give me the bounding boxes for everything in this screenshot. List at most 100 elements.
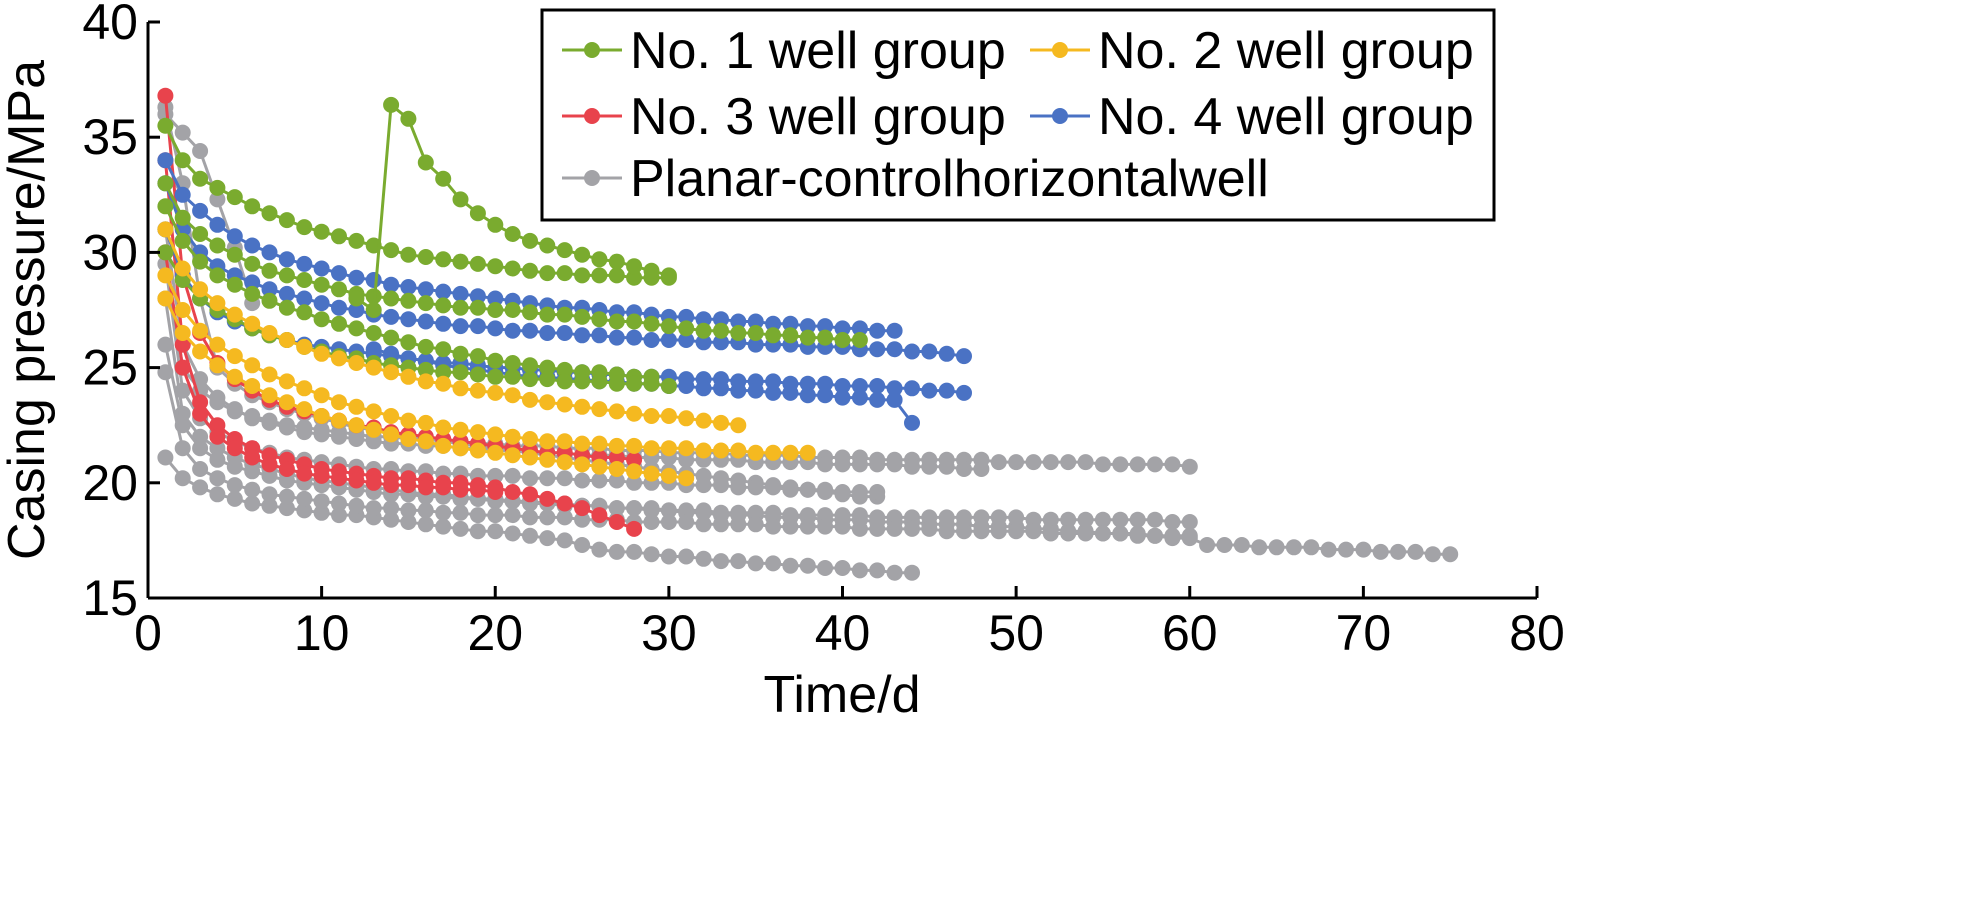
data-point	[383, 477, 400, 494]
data-point	[886, 509, 903, 526]
data-point	[226, 458, 243, 475]
data-point	[313, 408, 330, 424]
data-point	[452, 285, 469, 302]
data-point	[226, 189, 243, 206]
data-point	[938, 523, 955, 540]
data-point	[383, 329, 400, 346]
data-point	[713, 414, 729, 431]
data-point	[157, 87, 174, 104]
data-point	[400, 502, 417, 519]
data-point	[1077, 511, 1094, 528]
legend-swatch-marker	[1052, 108, 1068, 124]
data-point	[313, 276, 330, 293]
data-point	[990, 523, 1007, 540]
data-point	[643, 500, 660, 517]
y-tick-label: 30	[82, 224, 138, 280]
x-tick-label: 50	[988, 605, 1044, 661]
data-point	[678, 502, 695, 519]
data-point	[244, 481, 261, 498]
data-point	[348, 320, 365, 337]
data-point	[782, 315, 799, 332]
data-point	[504, 507, 521, 524]
data-point	[417, 479, 434, 496]
data-point	[226, 440, 243, 457]
data-point	[383, 276, 400, 293]
data-point	[435, 364, 452, 381]
data-point	[365, 341, 382, 358]
data-point	[886, 391, 903, 408]
data-point	[730, 553, 747, 570]
data-point	[261, 205, 278, 222]
data-point	[574, 511, 591, 528]
data-point	[869, 391, 886, 408]
data-point	[539, 509, 556, 526]
data-point	[348, 302, 365, 318]
data-point	[713, 553, 729, 570]
data-point	[747, 325, 764, 341]
data-point	[1216, 537, 1233, 553]
data-point	[660, 514, 677, 530]
data-point	[782, 518, 799, 535]
data-point	[765, 373, 782, 390]
data-point	[799, 375, 816, 392]
data-point	[956, 509, 972, 526]
legend-label: No. 1 well group	[630, 22, 1006, 80]
data-point	[400, 334, 417, 351]
data-point	[348, 497, 365, 514]
data-point	[834, 456, 851, 473]
data-point	[643, 332, 660, 348]
data-point	[1042, 454, 1059, 471]
data-point	[435, 251, 452, 268]
data-point	[851, 507, 868, 524]
data-point	[938, 345, 955, 362]
data-point	[938, 509, 955, 526]
data-point	[1077, 454, 1094, 471]
data-point	[921, 382, 938, 399]
data-point	[678, 440, 695, 457]
data-point	[817, 518, 834, 535]
data-point	[869, 456, 886, 473]
legend-item: No. 2 well group	[1030, 22, 1474, 80]
data-point	[678, 320, 695, 337]
data-point	[782, 327, 799, 344]
data-point	[157, 106, 174, 123]
data-point	[452, 440, 469, 457]
data-point	[417, 338, 434, 355]
data-point	[1285, 539, 1302, 556]
data-point	[226, 368, 243, 385]
data-point	[365, 325, 382, 341]
data-point	[799, 444, 816, 461]
data-point	[435, 419, 452, 436]
data-point	[244, 463, 261, 480]
data-point	[869, 509, 886, 526]
data-point	[1164, 527, 1181, 544]
data-point	[660, 332, 677, 348]
data-point	[608, 449, 625, 466]
data-point	[626, 405, 643, 422]
data-point	[608, 403, 625, 420]
data-point	[886, 322, 903, 339]
legend-item: No. 1 well group	[562, 22, 1006, 80]
data-point	[331, 495, 347, 512]
data-point	[1372, 543, 1389, 560]
data-point	[643, 440, 660, 457]
data-point	[226, 348, 243, 365]
data-point	[886, 520, 903, 537]
data-point	[365, 433, 382, 450]
data-point	[174, 302, 191, 318]
data-point	[383, 500, 400, 517]
data-point	[713, 504, 729, 521]
data-point	[886, 380, 903, 397]
data-point	[851, 389, 868, 406]
data-point	[192, 461, 209, 477]
data-point	[261, 497, 278, 514]
data-point	[452, 345, 469, 362]
data-point	[487, 320, 504, 337]
data-point	[678, 514, 695, 530]
data-point	[192, 253, 209, 270]
data-point	[261, 387, 278, 404]
data-point	[608, 253, 625, 270]
data-point	[244, 315, 261, 332]
data-point	[1060, 525, 1077, 542]
